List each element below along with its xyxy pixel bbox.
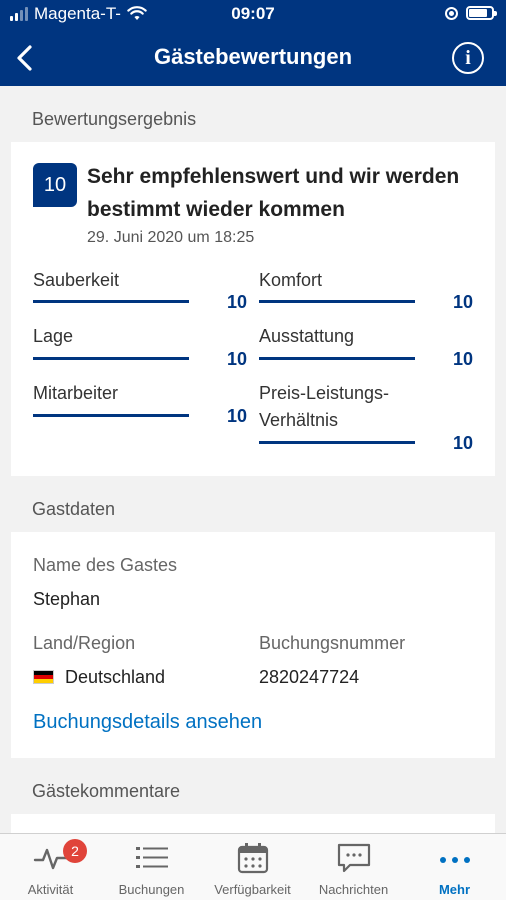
activity-icon <box>33 848 68 870</box>
battery-icon <box>466 6 497 20</box>
subscore-bar <box>259 441 415 444</box>
status-time: 09:07 <box>231 4 275 23</box>
booking-details-link[interactable]: Buchungsdetails ansehen <box>33 711 263 733</box>
battery-level <box>469 9 487 17</box>
subscore-bar <box>259 300 415 303</box>
page-title: Gästebewertungen <box>153 44 353 69</box>
status-bar: Magenta-T- 09:07 <box>0 0 506 30</box>
score-badge: 10 <box>33 163 77 207</box>
germany-flag-icon <box>33 670 54 684</box>
guest-section-header: Gastdaten <box>32 499 116 519</box>
subscore-value: 10 <box>226 292 247 312</box>
list-icon <box>135 847 168 868</box>
tab-bookings[interactable]: Buchungen <box>101 834 202 900</box>
message-icon <box>337 843 370 873</box>
info-icon: i <box>465 47 471 69</box>
comments-section-header: Gästekommentare <box>32 781 181 801</box>
flag-stripe <box>34 674 53 679</box>
subscore-bar <box>259 357 415 360</box>
subscore-label: Komfort <box>259 270 323 290</box>
status-left: Magenta-T- <box>10 4 147 24</box>
back-button[interactable] <box>8 40 44 76</box>
notification-badge: 2 <box>63 839 87 863</box>
booking-number-label: Buchungsnummer <box>259 633 406 653</box>
tab-more[interactable]: Mehr <box>404 834 505 900</box>
tab-label: Verfügbarkeit <box>214 882 291 897</box>
country-value: Deutschland <box>65 667 166 687</box>
subscore-value: 10 <box>452 433 473 453</box>
subscore-label: Ausstattung <box>259 326 355 346</box>
subscore-value: 10 <box>226 349 247 369</box>
orientation-lock-icon <box>445 6 458 20</box>
carrier-name: Magenta-T- <box>34 4 121 23</box>
guest-name-label: Name des Gastes <box>33 555 178 575</box>
signal-icon <box>10 7 28 21</box>
guest-card: Name des Gastes Stephan Land/Region Deut… <box>11 532 495 758</box>
subscore-label: Sauberkeit <box>33 270 120 290</box>
wifi-icon <box>127 6 147 20</box>
tab-messages[interactable]: Nachrichten <box>303 834 404 900</box>
country-label: Land/Region <box>33 633 136 653</box>
tab-label: Buchungen <box>118 882 185 897</box>
flag-stripe <box>34 671 53 675</box>
subscore-bar <box>33 357 189 360</box>
flag-stripe <box>34 678 53 683</box>
subscore-label: Lage <box>33 326 74 346</box>
tab-bar: 2 Aktivität Buchungen Verfügbarkeit Nach… <box>0 833 506 900</box>
nav-bar: Gästebewertungen i <box>0 30 506 86</box>
subscore-label: Preis-Leistungs- Verhältnis <box>259 383 390 430</box>
rating-card: 10 Sehr empfehlenswert und wir werden be… <box>11 142 495 476</box>
subscore-label: Mitarbeiter <box>33 383 119 403</box>
subscore-bar <box>33 414 189 417</box>
tab-label: Nachrichten <box>318 882 389 897</box>
status-right <box>445 6 497 20</box>
guest-name-value: Stephan <box>33 589 101 609</box>
tab-activity[interactable]: 2 Aktivität <box>0 834 101 900</box>
subscore-value: 10 <box>226 406 247 426</box>
review-date: 29. Juni 2020 um 18:25 <box>87 229 255 246</box>
subscore-value: 10 <box>452 292 473 312</box>
calendar-icon <box>237 843 268 874</box>
rating-section-header: Bewertungsergebnis <box>32 109 197 129</box>
booking-number-value: 2820247724 <box>259 667 360 687</box>
tab-label: Mehr <box>438 882 471 897</box>
info-button[interactable]: i <box>452 42 484 74</box>
review-title: Sehr empfehlenswert und wir werden besti… <box>87 165 460 221</box>
tab-label: Aktivität <box>27 882 74 897</box>
subscore-value: 10 <box>452 349 473 369</box>
subscore-bar <box>33 300 189 303</box>
tab-availability[interactable]: Verfügbarkeit <box>202 834 303 900</box>
more-icon <box>439 857 470 863</box>
chevron-left-icon <box>17 45 32 71</box>
